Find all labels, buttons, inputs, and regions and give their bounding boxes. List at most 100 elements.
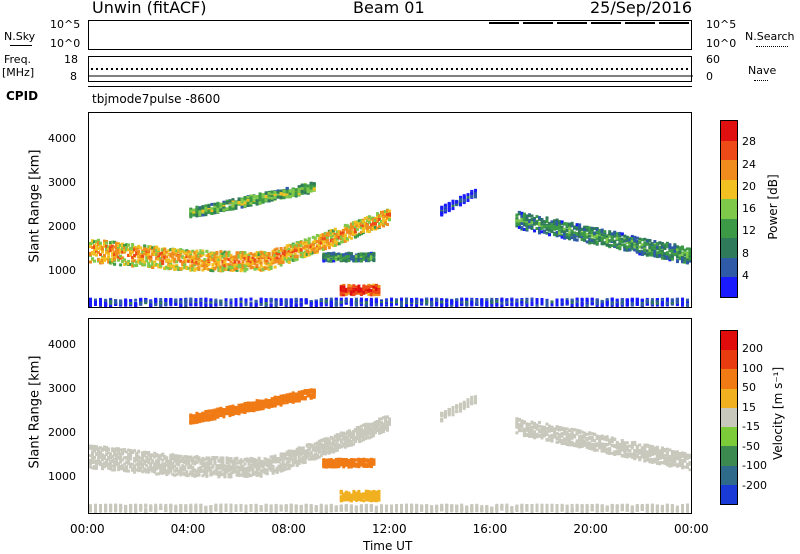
power-cell xyxy=(317,236,321,240)
power-cell xyxy=(595,240,599,244)
power-cell xyxy=(347,291,351,295)
power-cell xyxy=(376,219,379,223)
power-cell xyxy=(173,252,177,256)
power-cell xyxy=(349,284,353,288)
power-cell xyxy=(311,235,315,239)
power-cell xyxy=(179,267,183,271)
power-cell xyxy=(686,257,689,261)
velocity-cell xyxy=(195,455,199,459)
power-cell xyxy=(144,299,148,303)
cpid-label: CPID xyxy=(6,89,39,103)
power-cell xyxy=(324,299,328,303)
power-cell xyxy=(287,247,291,251)
power-cell xyxy=(525,301,529,305)
power-cell xyxy=(600,299,604,303)
power-cell xyxy=(239,250,243,254)
velocity-cell xyxy=(171,457,175,461)
power-cell xyxy=(528,220,531,224)
power-cell xyxy=(261,200,265,204)
colorbar-swatch xyxy=(721,179,737,200)
power-cell xyxy=(303,250,307,254)
power-cell xyxy=(104,298,108,302)
power-cell xyxy=(643,252,647,256)
velocity-cell xyxy=(163,471,167,475)
velocity-cell xyxy=(217,464,221,468)
power-cell xyxy=(359,230,363,234)
power-cell xyxy=(663,243,667,247)
power-cell xyxy=(207,254,211,258)
power-cell xyxy=(585,240,589,244)
velocity-cell xyxy=(149,453,153,457)
power-cell xyxy=(650,248,654,252)
power-cell xyxy=(169,260,173,263)
power-cell xyxy=(380,303,383,307)
power-cell xyxy=(605,303,609,307)
power-cell xyxy=(327,231,331,235)
power-cell xyxy=(239,268,243,272)
power-cell xyxy=(113,240,117,244)
power-cell xyxy=(217,268,221,272)
power-cell xyxy=(378,218,381,221)
velocity-cell xyxy=(91,460,94,464)
power-cell xyxy=(99,303,102,306)
power-cell xyxy=(660,245,664,249)
velocity-cell xyxy=(201,474,205,478)
power-cell xyxy=(455,304,459,307)
power-cell xyxy=(234,204,238,208)
power-cell xyxy=(139,253,143,256)
power-cell xyxy=(321,233,325,237)
power-cell xyxy=(300,191,304,195)
power-cell xyxy=(285,189,289,193)
power-cell xyxy=(560,234,564,238)
power-cell xyxy=(618,242,622,246)
power-cell xyxy=(359,259,363,263)
velocity-cell xyxy=(209,473,213,477)
velocity-cell xyxy=(181,459,185,462)
nave-legend-line xyxy=(754,80,768,81)
power-cell xyxy=(213,261,217,265)
power-cell xyxy=(600,242,604,246)
power-cell xyxy=(204,204,208,208)
velocity-cell xyxy=(191,468,195,472)
power-cell xyxy=(241,256,245,260)
power-cell xyxy=(289,245,293,248)
velocity-cell xyxy=(99,450,102,454)
colorbar-tick-label: 20 xyxy=(742,179,756,193)
power-cell xyxy=(374,290,378,294)
power-cell xyxy=(203,258,207,261)
power-cell xyxy=(194,298,198,302)
power-cell xyxy=(219,299,223,303)
power-cell xyxy=(339,286,343,290)
velocity-cell xyxy=(157,461,161,465)
velocity-cell xyxy=(157,465,161,469)
power-cell xyxy=(339,254,343,258)
power-cell xyxy=(343,225,347,229)
power-cell xyxy=(580,238,584,241)
velocity-cell xyxy=(113,468,117,472)
power-cell xyxy=(605,301,609,305)
power-cell xyxy=(335,237,339,241)
power-cell xyxy=(249,260,253,264)
power-cell xyxy=(109,301,113,305)
power-cell xyxy=(207,263,211,266)
power-cell xyxy=(255,266,259,270)
velocity-cell xyxy=(115,457,119,461)
power-cell xyxy=(173,250,177,254)
power-cell xyxy=(635,297,639,301)
power-cell xyxy=(660,301,664,305)
power-cell xyxy=(568,231,572,235)
velocity-cell xyxy=(99,461,102,465)
power-cell xyxy=(119,250,123,254)
power-cell xyxy=(635,302,639,306)
power-cell xyxy=(105,247,109,251)
velocity-cell xyxy=(111,458,115,462)
power-cell xyxy=(185,259,189,263)
power-cell xyxy=(660,249,664,253)
velocity-cell xyxy=(133,464,137,468)
velocity-cell xyxy=(121,450,125,453)
power-cell xyxy=(119,299,123,303)
power-cell xyxy=(143,260,147,264)
power-cell xyxy=(337,257,341,261)
power-cell xyxy=(560,220,564,224)
power-cell xyxy=(355,228,359,232)
